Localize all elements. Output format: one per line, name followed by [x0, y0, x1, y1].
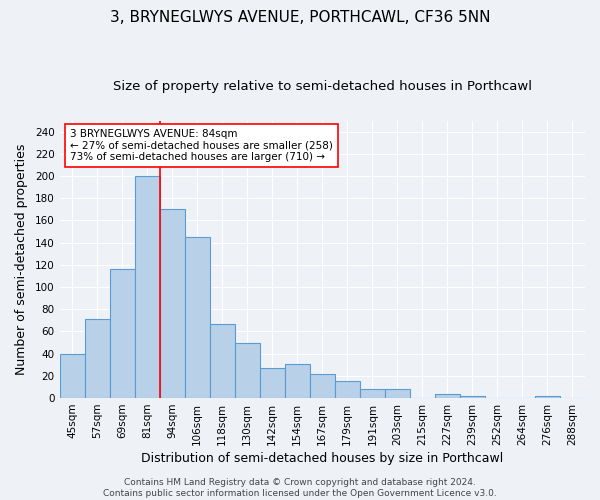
Bar [235, 342, 260, 398]
Bar [185, 237, 209, 398]
Text: 3, BRYNEGLWYS AVENUE, PORTHCAWL, CF36 5NN: 3, BRYNEGLWYS AVENUE, PORTHCAWL, CF36 5N… [110, 10, 490, 25]
Bar [59, 354, 85, 398]
Bar [260, 368, 285, 398]
Bar [435, 394, 460, 398]
Bar [160, 210, 185, 398]
Title: Size of property relative to semi-detached houses in Porthcawl: Size of property relative to semi-detach… [113, 80, 532, 93]
Text: Contains HM Land Registry data © Crown copyright and database right 2024.
Contai: Contains HM Land Registry data © Crown c… [103, 478, 497, 498]
Bar [535, 396, 560, 398]
Text: 3 BRYNEGLWYS AVENUE: 84sqm
← 27% of semi-detached houses are smaller (258)
73% o: 3 BRYNEGLWYS AVENUE: 84sqm ← 27% of semi… [70, 129, 333, 162]
Bar [134, 176, 160, 398]
Y-axis label: Number of semi-detached properties: Number of semi-detached properties [15, 144, 28, 375]
Bar [285, 364, 310, 398]
Bar [110, 270, 134, 398]
Bar [85, 320, 110, 398]
Bar [460, 396, 485, 398]
Bar [209, 324, 235, 398]
Bar [335, 382, 360, 398]
Bar [385, 389, 410, 398]
Bar [360, 389, 385, 398]
Bar [310, 374, 335, 398]
X-axis label: Distribution of semi-detached houses by size in Porthcawl: Distribution of semi-detached houses by … [141, 452, 503, 465]
